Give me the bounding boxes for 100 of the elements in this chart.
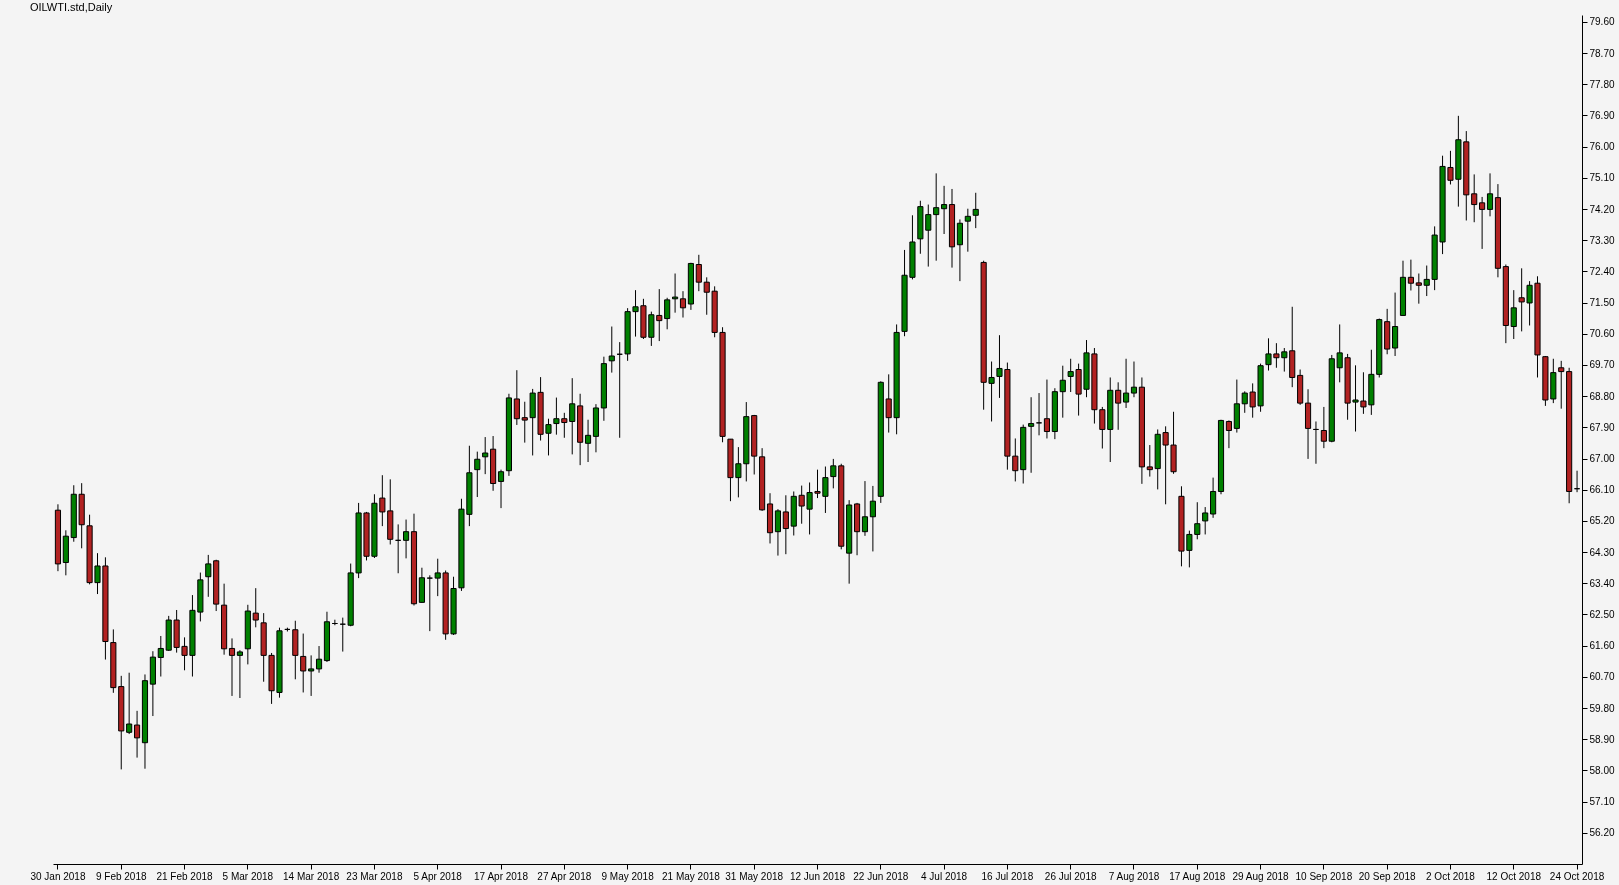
- x-tick-label: 23 Mar 2018: [346, 870, 403, 882]
- candlestick: [1043, 379, 1051, 439]
- x-tick-label: 14 Mar 2018: [283, 870, 340, 882]
- x-tick-label: 7 Aug 2018: [1108, 870, 1160, 882]
- y-tick-label: 56.20: [1589, 827, 1615, 839]
- x-tick-label: 17 Aug 2018: [1169, 870, 1226, 882]
- y-tick-label: 66.10: [1589, 484, 1615, 496]
- candlestick: [584, 419, 592, 463]
- x-tick-label: 21 May 2018: [661, 870, 721, 882]
- candlestick: [695, 254, 702, 292]
- candlestick: [956, 218, 963, 282]
- x-tick-label: 9 May 2018: [601, 870, 655, 882]
- x-tick-label: 5 Mar 2018: [222, 870, 274, 882]
- y-tick-label: 64.30: [1589, 546, 1615, 558]
- candlestick: [679, 290, 687, 319]
- candlestick: [474, 451, 481, 498]
- candlestick: [133, 710, 141, 759]
- x-tick-label: 21 Feb 2018: [156, 870, 214, 882]
- y-tick-label: 59.80: [1589, 702, 1615, 714]
- candlestick: [1415, 273, 1422, 305]
- x-tick-label: 30 Jan 2018: [30, 870, 86, 882]
- candlestick: [869, 485, 876, 552]
- y-tick-label: 73.30: [1589, 234, 1615, 246]
- y-tick-label: 79.60: [1589, 16, 1615, 28]
- y-tick-label: 61.60: [1589, 640, 1615, 652]
- candlestick: [513, 369, 520, 426]
- candlestick: [315, 645, 323, 674]
- candlestick: [1407, 259, 1414, 291]
- candlestick: [126, 672, 133, 735]
- candlestick: [1210, 477, 1217, 519]
- y-tick-label: 65.20: [1589, 515, 1615, 527]
- candlestick: [403, 519, 410, 559]
- x-tick-label: 29 Aug 2018: [1232, 870, 1290, 882]
- y-tick-label: 78.70: [1589, 47, 1615, 59]
- candlestick: [236, 649, 243, 699]
- chart-title: OILWTI.std,Daily: [29, 1, 113, 13]
- x-tick-label: 12 Oct 2018: [1486, 870, 1542, 882]
- x-tick-label: 5 Apr 2018: [413, 870, 463, 882]
- y-tick-label: 69.70: [1589, 359, 1615, 371]
- candlestick: [672, 273, 679, 314]
- y-tick-label: 60.70: [1589, 671, 1615, 683]
- x-tick-label: 26 Jul 2018: [1044, 870, 1097, 882]
- y-tick-label: 75.10: [1589, 172, 1615, 184]
- candlestick: [308, 654, 315, 697]
- candlestick: [1130, 361, 1138, 398]
- y-tick-label: 62.50: [1589, 609, 1615, 620]
- candlestick: [426, 574, 433, 632]
- y-tick-label: 67.90: [1589, 421, 1615, 433]
- candlestick: [774, 508, 782, 557]
- candlestick: [782, 494, 789, 555]
- candlestick: [1123, 358, 1130, 409]
- x-tick-label: 12 Jun 2018: [789, 870, 846, 882]
- x-tick-label: 22 Jun 2018: [853, 870, 909, 882]
- candlestick: [861, 480, 869, 537]
- y-tick-label: 68.80: [1589, 390, 1615, 402]
- candlestick: [497, 469, 505, 509]
- y-tick-label: 63.40: [1589, 577, 1615, 589]
- x-tick-label: 2 Oct 2018: [1426, 870, 1476, 882]
- y-tick-label: 74.20: [1589, 203, 1615, 215]
- candlestick: [933, 172, 940, 262]
- y-tick-label: 58.90: [1589, 733, 1615, 745]
- candlestick: [205, 554, 212, 598]
- x-tick-label: 10 Sep 2018: [1295, 870, 1353, 882]
- candlestick: [664, 297, 671, 330]
- candlestick: [1202, 506, 1209, 535]
- x-tick-label: 20 Sep 2018: [1358, 870, 1416, 882]
- x-tick-label: 17 Apr 2018: [474, 870, 529, 882]
- y-tick-label: 70.60: [1589, 328, 1615, 340]
- candlestick: [608, 326, 615, 374]
- candlestick: [1510, 289, 1517, 340]
- candlestick: [300, 633, 307, 693]
- candlestick: [482, 436, 489, 475]
- x-tick-label: 24 Oct 2018: [1549, 870, 1605, 882]
- y-tick-label: 67.00: [1589, 453, 1615, 465]
- x-tick-label: 4 Jul 2018: [921, 870, 968, 882]
- candlestick: [1558, 360, 1565, 410]
- y-tick-label: 76.00: [1589, 141, 1615, 153]
- x-tick-label: 31 May 2018: [725, 870, 784, 882]
- candlestick: [1059, 365, 1066, 419]
- candlestick: [228, 637, 236, 697]
- x-tick-label: 9 Feb 2018: [95, 870, 147, 882]
- candlestick: [941, 185, 948, 235]
- candlestick: [1392, 292, 1399, 357]
- candlestick: [1486, 172, 1494, 217]
- candlestick: [1035, 392, 1043, 436]
- candlestick: [1115, 381, 1122, 431]
- x-tick-label: 16 Jul 2018: [981, 870, 1034, 882]
- x-tick-label: 27 Apr 2018: [537, 870, 592, 882]
- candlestick: [1028, 396, 1035, 474]
- candlestick: [1479, 196, 1486, 250]
- y-tick-label: 72.40: [1589, 265, 1615, 277]
- candlestick: [1225, 419, 1232, 449]
- y-tick-label: 71.50: [1589, 297, 1615, 309]
- y-tick-label: 77.80: [1589, 78, 1615, 90]
- candlestick: [972, 192, 979, 229]
- y-tick-label: 58.00: [1589, 764, 1615, 776]
- candlestick: [252, 587, 259, 628]
- y-tick-label: 57.10: [1589, 796, 1615, 808]
- candlestick: [1320, 406, 1327, 449]
- y-tick-label: 76.90: [1589, 109, 1615, 121]
